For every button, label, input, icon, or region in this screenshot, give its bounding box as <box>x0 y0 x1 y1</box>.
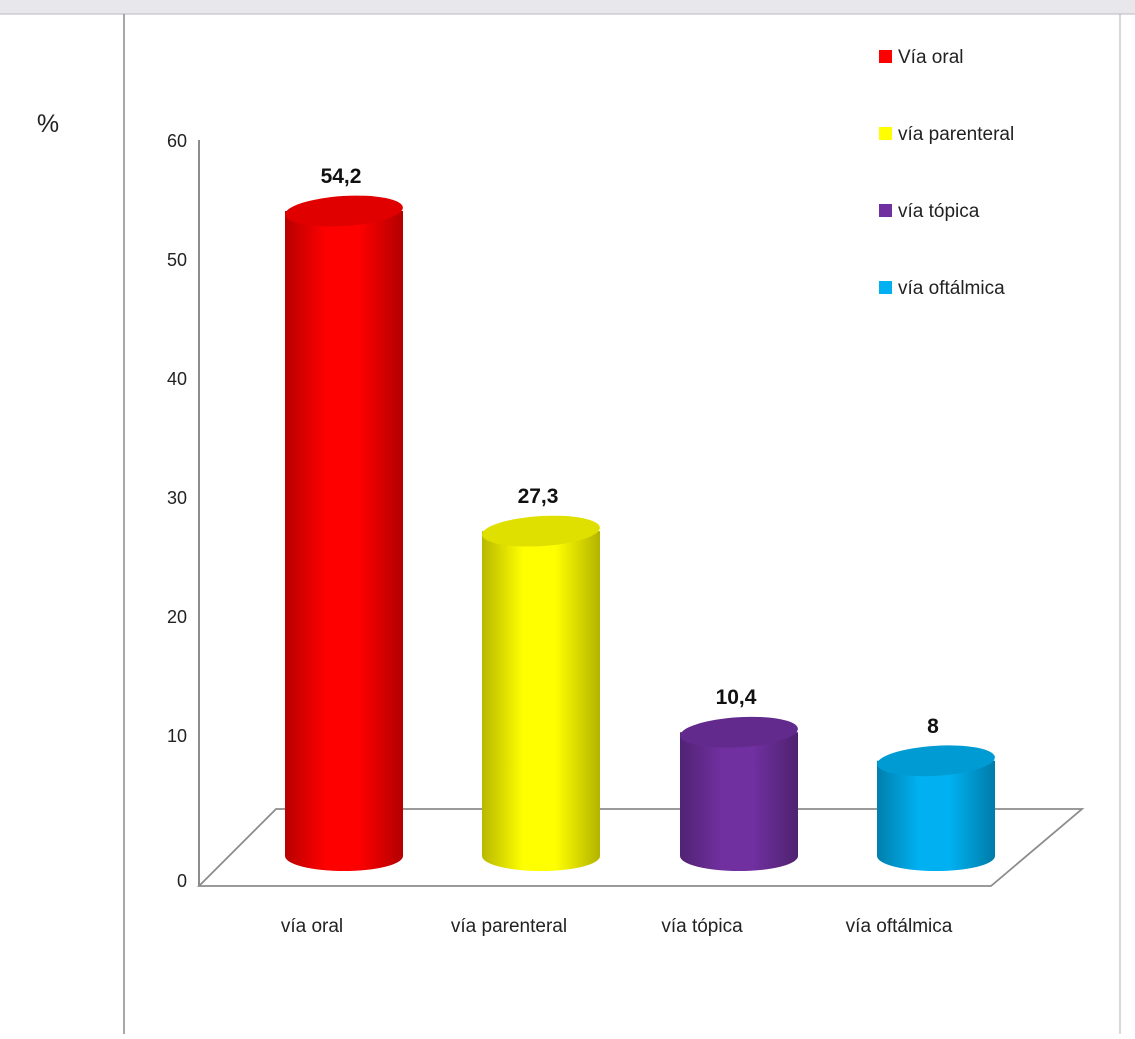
bar-top <box>877 745 995 777</box>
bar-body <box>285 211 403 871</box>
bar <box>285 195 403 871</box>
x-tick-label: vía tópica <box>661 916 743 937</box>
bar-value-label: 10,4 <box>716 686 757 709</box>
axis-frame <box>196 140 1085 887</box>
legend-label: vía parenteral <box>898 124 1014 145</box>
legend-label: vía oftálmica <box>898 278 1005 299</box>
legend-label: vía tópica <box>898 201 980 222</box>
legend: Vía oral vía parenteral vía tópica vía oftá… <box>879 47 1014 299</box>
y-tick-label: 60 <box>167 131 187 151</box>
bars <box>285 195 995 871</box>
legend-swatch <box>879 204 892 217</box>
legend-swatch <box>879 127 892 140</box>
y-tick-label: 0 <box>177 871 187 891</box>
legend-swatch <box>879 50 892 63</box>
x-tick-label: vía oftálmica <box>846 916 953 937</box>
x-tick-label: vía parenteral <box>451 916 567 937</box>
bar <box>482 515 600 871</box>
x-tick-label: vía oral <box>281 916 343 937</box>
bar-body <box>482 531 600 871</box>
bar-value-label: 27,3 <box>518 485 559 508</box>
y-tick-label: 30 <box>167 488 187 508</box>
top-ruler-strip <box>0 0 1135 14</box>
y-tick-label: 40 <box>167 369 187 389</box>
floor-plane <box>196 808 1085 887</box>
legend-label: Vía oral <box>898 47 963 68</box>
bar <box>680 716 798 871</box>
bar-top <box>680 716 798 748</box>
bar-value-label: 8 <box>927 715 939 738</box>
legend-swatch <box>879 281 892 294</box>
bar-body <box>877 760 995 871</box>
bar-value-label: 54,2 <box>321 165 362 188</box>
bar <box>877 745 995 871</box>
y-axis-label: % <box>37 110 59 138</box>
data-labels: 54,2 27,3 10,4 8 <box>321 165 940 738</box>
y-tick-label: 10 <box>167 726 187 746</box>
bar-top <box>482 515 600 547</box>
y-tick-label: 50 <box>167 250 187 270</box>
y-axis-ticks: 0 10 20 30 40 50 60 <box>167 131 187 891</box>
legend-item: vía tópica <box>879 201 980 222</box>
legend-item: vía parenteral <box>879 124 1014 145</box>
y-tick-label: 20 <box>167 607 187 627</box>
bar-top <box>285 195 403 227</box>
x-axis-tick-labels: vía oral vía parenteral vía tópica vía oftá… <box>281 916 953 937</box>
legend-item: Vía oral <box>879 47 963 68</box>
legend-item: vía oftálmica <box>879 278 1005 299</box>
bar-body <box>680 732 798 871</box>
